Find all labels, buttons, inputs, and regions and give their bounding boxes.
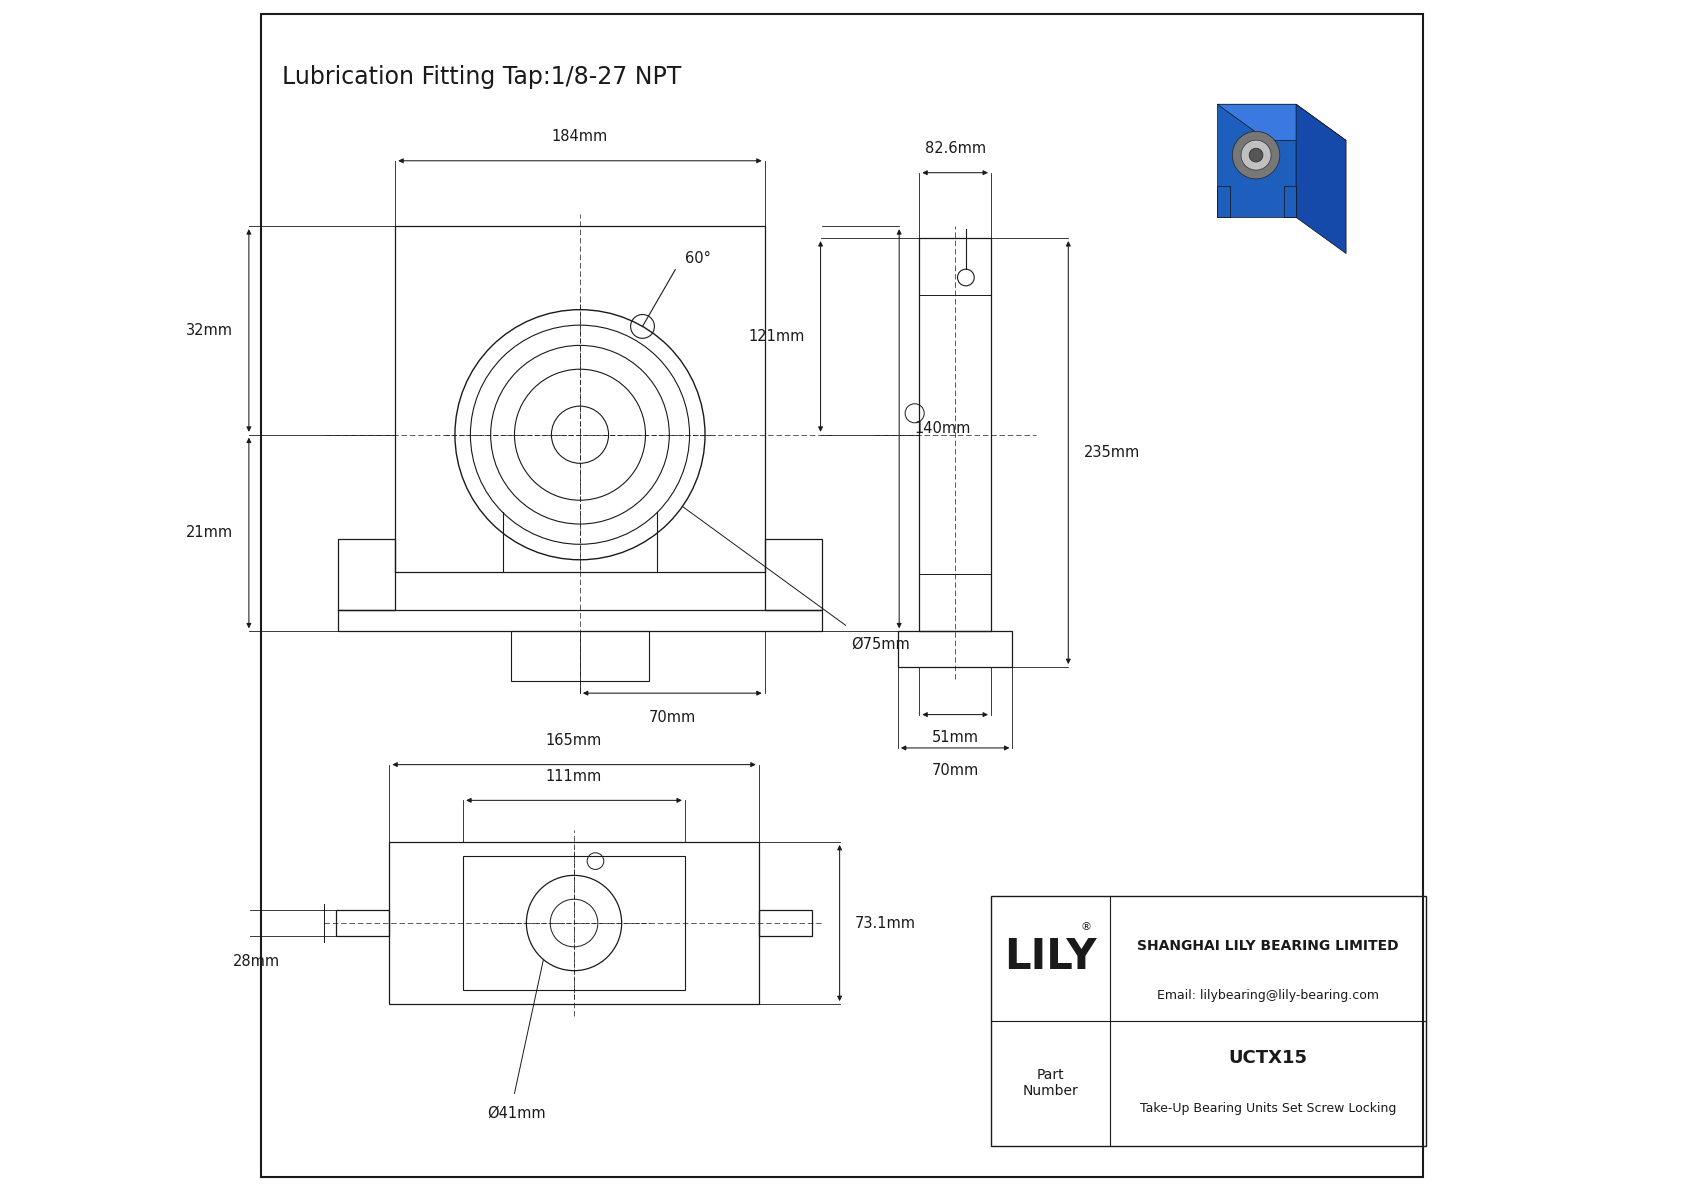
Bar (1218, 186, 1229, 217)
Text: 28mm: 28mm (232, 954, 280, 969)
Bar (338, 610, 822, 631)
Bar (463, 856, 685, 990)
Text: 140mm: 140mm (914, 422, 972, 436)
Text: 121mm: 121mm (749, 329, 805, 344)
Circle shape (1250, 148, 1263, 162)
Text: 165mm: 165mm (546, 732, 603, 748)
Text: 32mm: 32mm (187, 323, 234, 338)
Polygon shape (1297, 105, 1346, 254)
Text: 235mm: 235mm (1084, 445, 1140, 460)
Text: UCTX15: UCTX15 (1229, 1049, 1307, 1067)
Text: SHANGHAI LILY BEARING LIMITED: SHANGHAI LILY BEARING LIMITED (1137, 939, 1399, 953)
Text: 70mm: 70mm (648, 710, 695, 725)
Polygon shape (1218, 105, 1297, 217)
Bar (338, 540, 396, 610)
Text: Part
Number: Part Number (1022, 1068, 1078, 1098)
Bar (396, 226, 765, 572)
Bar (990, 896, 1426, 1146)
Circle shape (1241, 141, 1271, 170)
Bar (898, 631, 1012, 667)
Bar (335, 910, 389, 936)
Text: 111mm: 111mm (546, 768, 603, 784)
Text: Ø41mm: Ø41mm (488, 1105, 546, 1121)
Bar (919, 238, 990, 631)
Text: 51mm: 51mm (931, 730, 978, 746)
Text: 21mm: 21mm (187, 525, 234, 541)
Text: 73.1mm: 73.1mm (855, 916, 916, 930)
Bar (1283, 186, 1297, 217)
Text: Email: lilybearing@lily-bearing.com: Email: lilybearing@lily-bearing.com (1157, 990, 1379, 1002)
Text: LILY: LILY (1004, 936, 1096, 978)
Text: Take-Up Bearing Units Set Screw Locking: Take-Up Bearing Units Set Screw Locking (1140, 1102, 1396, 1115)
Bar (510, 631, 648, 681)
Bar (389, 842, 758, 1004)
Bar (765, 540, 822, 610)
Text: ®: ® (1081, 922, 1091, 933)
Polygon shape (1218, 105, 1346, 141)
Text: Ø75mm: Ø75mm (852, 637, 911, 653)
Text: 70mm: 70mm (931, 763, 978, 779)
Text: 184mm: 184mm (552, 129, 608, 144)
Text: 82.6mm: 82.6mm (925, 141, 985, 156)
Circle shape (1233, 131, 1280, 179)
Text: 60°: 60° (685, 251, 711, 266)
Text: Lubrication Fitting Tap:1/8-27 NPT: Lubrication Fitting Tap:1/8-27 NPT (283, 66, 682, 89)
Bar (758, 910, 812, 936)
